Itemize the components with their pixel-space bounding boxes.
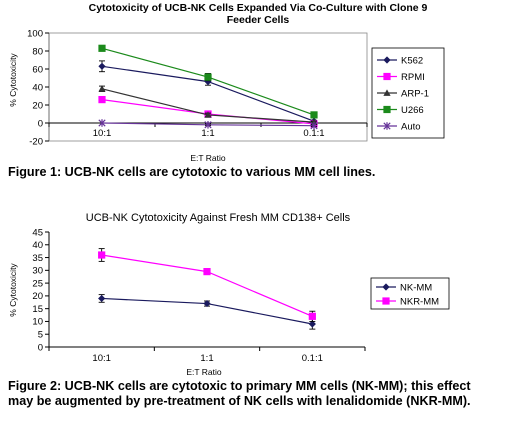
x-tick-label: 1:1 bbox=[201, 128, 214, 139]
y-tick-label: 10 bbox=[32, 317, 43, 328]
data-point-nkr-mm bbox=[203, 268, 211, 276]
data-point-u266 bbox=[98, 44, 106, 52]
data-point-u266 bbox=[310, 111, 318, 119]
chart-1-y-axis-label: % Cytotoxicity bbox=[8, 53, 18, 107]
x-tick-label: 10:1 bbox=[93, 128, 112, 139]
chart-2-y-axis-label: % Cytotoxicity bbox=[8, 263, 18, 317]
chart-1-axes: -20 0 20 40 60 80 100 10:1 1:1 0.1:1 bbox=[27, 28, 368, 147]
y-tick-label: 5 bbox=[38, 330, 43, 341]
y-tick-label: 35 bbox=[32, 253, 43, 264]
data-point-nkr-mm bbox=[98, 251, 106, 259]
chart-1-title-line-2: Feeder Cells bbox=[227, 14, 290, 26]
x-tick-label: 1:1 bbox=[200, 353, 213, 364]
y-tick-label: 15 bbox=[32, 304, 43, 315]
y-tick-label: 20 bbox=[32, 100, 43, 111]
chart-1: Cytotoxicity of UCB-NK Cells Expanded Vi… bbox=[8, 2, 445, 163]
y-tick-label: 40 bbox=[32, 240, 43, 251]
figure-2-caption-line-1: Figure 2: UCB-NK cells are cytotoxic to … bbox=[8, 379, 471, 393]
data-point-rpmi bbox=[98, 96, 106, 104]
data-point-k562 bbox=[98, 62, 106, 70]
legend-label-nkr-mm: NKR-MM bbox=[400, 296, 439, 307]
chart-1-x-axis-label: E:T Ratio bbox=[190, 153, 226, 163]
legend-swatch-marker-u266 bbox=[383, 105, 391, 114]
chart-1-marks bbox=[98, 44, 318, 130]
data-point-nkr-mm bbox=[308, 312, 316, 320]
y-tick-label: 20 bbox=[32, 291, 43, 302]
legend-swatch-marker-auto bbox=[383, 122, 391, 130]
legend-swatch-marker-nkr-mm bbox=[382, 297, 390, 305]
data-point-auto bbox=[98, 119, 106, 127]
chart-2-legend: NK-MM NKR-MM bbox=[370, 277, 450, 310]
x-tick-label: 10:1 bbox=[92, 353, 111, 364]
legend-label-rpmi: RPMI bbox=[401, 72, 425, 83]
chart-2-marks bbox=[98, 248, 316, 330]
legend-swatch-marker-arp-1 bbox=[383, 89, 391, 96]
x-tick-label: 0.1:1 bbox=[303, 128, 324, 139]
chart-2: UCB-NK Cytotoxicity Against Fresh MM CD1… bbox=[8, 212, 450, 377]
y-tick-label: 40 bbox=[32, 82, 43, 93]
data-point-auto bbox=[204, 121, 212, 129]
legend-label-auto: Auto bbox=[401, 121, 421, 132]
chart-2-x-axis-label: E:T Ratio bbox=[186, 367, 222, 377]
y-tick-label: 30 bbox=[32, 266, 43, 277]
legend-swatch-marker-k562 bbox=[383, 56, 391, 64]
legend-label-u266: U266 bbox=[401, 105, 424, 116]
figure-2-caption-line-2: may be augmented by pre-treatment of NK … bbox=[8, 394, 471, 408]
data-point-u266 bbox=[204, 73, 212, 81]
data-point-arp-1 bbox=[98, 85, 106, 92]
legend-label-nk-mm: NK-MM bbox=[400, 282, 432, 293]
y-tick-label: 0 bbox=[38, 118, 43, 129]
legend-swatch-marker-rpmi bbox=[383, 72, 391, 81]
chart-1-title-line-1: Cytotoxicity of UCB-NK Cells Expanded Vi… bbox=[89, 2, 428, 14]
figure-1-caption: Figure 1: UCB-NK cells are cytotoxic to … bbox=[8, 165, 376, 179]
data-point-arp-1 bbox=[204, 111, 212, 118]
y-tick-label: 25 bbox=[32, 278, 43, 289]
legend-label-arp-1: ARP-1 bbox=[401, 88, 429, 99]
y-tick-label: 100 bbox=[27, 28, 43, 39]
data-point-auto bbox=[310, 121, 318, 130]
x-tick-label: 0.1:1 bbox=[302, 353, 323, 364]
figure-2-caption: Figure 2: UCB-NK cells are cytotoxic to … bbox=[8, 379, 471, 409]
data-point-nk-mm bbox=[98, 294, 106, 303]
y-tick-label: 60 bbox=[32, 64, 43, 75]
chart-2-title: UCB-NK Cytotoxicity Against Fresh MM CD1… bbox=[86, 212, 351, 224]
chart-1-legend: K562 RPMI ARP-1 U266 Auto bbox=[371, 47, 445, 139]
y-tick-label: 0 bbox=[38, 342, 43, 353]
y-tick-label: 80 bbox=[32, 46, 43, 57]
data-point-nk-mm bbox=[203, 299, 211, 308]
data-point-nk-mm bbox=[308, 320, 316, 328]
y-tick-label: 45 bbox=[32, 227, 43, 238]
legend-swatch-marker-nk-mm bbox=[382, 283, 390, 291]
y-tick-label: -20 bbox=[29, 136, 43, 147]
legend-label-k562: K562 bbox=[401, 55, 423, 66]
